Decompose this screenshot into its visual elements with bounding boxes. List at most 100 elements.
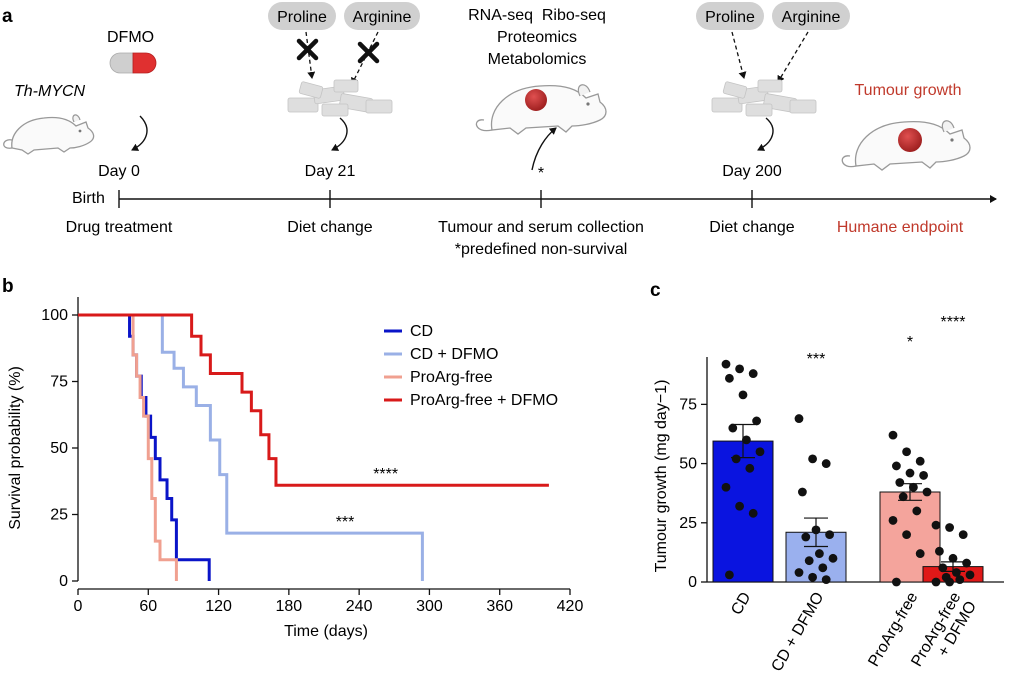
omics-label-3: Metabolomics: [488, 51, 587, 68]
data-point: [952, 568, 961, 577]
data-point: [919, 471, 928, 480]
bar-ylabel: Tumour growth (mg day−1): [653, 380, 670, 573]
bar-significance-label: ****: [941, 314, 966, 331]
km-legend-label: CD: [410, 323, 433, 340]
data-point: [821, 459, 831, 468]
data-point: [945, 577, 954, 587]
outcome-label: Tumour growth: [855, 82, 962, 99]
data-point: [915, 456, 925, 466]
data-point: [815, 549, 824, 558]
svg-text:Arginine: Arginine: [782, 9, 841, 26]
arrow-diet-to-day200: [757, 117, 774, 151]
bar-significance: ********: [807, 314, 966, 368]
data-point: [945, 523, 954, 532]
km-ylabel: Survival probability (%): [7, 366, 24, 530]
km-series-group: [78, 313, 549, 581]
data-point: [794, 414, 804, 423]
data-point: [728, 423, 738, 433]
event-drug-treatment: Drug treatment: [66, 219, 173, 236]
data-point: [808, 454, 817, 464]
data-point: [755, 447, 765, 457]
data-point: [905, 468, 915, 478]
bar-y-tick-label: 0: [688, 574, 697, 591]
km-y-tick-label: 100: [41, 307, 68, 324]
data-point: [735, 501, 744, 511]
panel-letter-b: b: [2, 276, 14, 297]
bar-significance-label: *: [907, 334, 913, 351]
data-point: [948, 553, 958, 563]
nutrient-bubble-arginine-2: Arginine: [772, 2, 850, 30]
data-point: [752, 416, 761, 426]
data-point: [818, 563, 828, 573]
km-axes: 0 25 50 75 100 0 60 120 180 240 300 360 420: [41, 297, 583, 615]
data-point: [912, 506, 922, 516]
km-significance-label: ****: [373, 466, 398, 483]
data-point: [962, 558, 971, 568]
km-legend: CD CD + DFMO ProArg-free ProArg-free + DFMO: [384, 323, 558, 409]
event-humane-endpoint: Humane endpoint: [837, 219, 964, 236]
km-y-tick-label: 25: [50, 507, 68, 524]
data-point: [731, 454, 741, 464]
km-x-tick-label: 240: [346, 598, 373, 615]
data-point: [735, 364, 744, 374]
data-point: [909, 482, 918, 492]
data-point: [931, 520, 941, 530]
timepoint-day0: Day 0: [98, 163, 140, 180]
data-point: [745, 463, 755, 473]
km-series-line-0: [78, 313, 211, 581]
data-point: [922, 487, 932, 497]
data-point: [721, 359, 731, 369]
timepoint-day200: Day 200: [722, 163, 782, 180]
food-pellets-icon: [711, 79, 817, 117]
data-point: [892, 577, 901, 587]
mouse-label: Th-MYCN: [14, 83, 86, 100]
bar-y-tick-label: 50: [679, 456, 697, 473]
bar-0: [712, 440, 774, 583]
km-series-line-3: [78, 313, 549, 487]
dashed-arrow-arginine-2: [777, 31, 809, 83]
food-pellets-icon: [287, 79, 393, 117]
bar-points: [721, 359, 975, 587]
cross-icon: [357, 41, 380, 64]
km-annotations: *******: [336, 466, 398, 531]
data-point: [895, 478, 905, 487]
bar-x-label: ProArg-free+ DFMO: [908, 589, 980, 669]
km-x-tick-label: 300: [416, 598, 443, 615]
data-point: [915, 549, 925, 558]
birth-label: Birth: [72, 190, 105, 207]
km-significance-label: ***: [336, 514, 355, 531]
data-point: [935, 546, 944, 556]
data-point: [748, 508, 758, 518]
bar-bars: [712, 423, 984, 583]
data-point: [742, 435, 751, 445]
data-point: [888, 430, 898, 440]
panel-letter-c: c: [650, 280, 661, 301]
timeline-ticks: [118, 190, 753, 208]
data-point: [958, 530, 968, 540]
nutrient-bubble-proline-2: Proline: [696, 2, 764, 30]
km-x-tick-label: 420: [557, 598, 584, 615]
bar-x-label-line: CD: [728, 590, 754, 619]
svg-text:Proline: Proline: [277, 9, 327, 26]
panel-letter-a: a: [2, 6, 13, 27]
data-point: [888, 516, 898, 525]
km-x-tick-label: 180: [276, 598, 303, 615]
data-point: [902, 447, 911, 457]
dashed-arrow-proline-1: [305, 31, 316, 79]
km-x-tick-label: 60: [139, 598, 157, 615]
timepoint-day21: Day 21: [305, 163, 356, 180]
data-point: [825, 530, 834, 540]
km-legend-label: ProArg-free: [410, 369, 493, 386]
data-point: [892, 461, 901, 471]
pill-icon: [109, 52, 157, 74]
arrow-collection: [531, 127, 557, 171]
data-point: [725, 373, 734, 383]
km-y-tick-label: 0: [59, 573, 68, 590]
event-collection: Tumour and serum collection: [438, 219, 644, 236]
panel-b: b Survival probability (%) Time (days) 0…: [2, 276, 583, 640]
data-point: [798, 487, 807, 497]
arrow-diet-to-day21: [331, 117, 348, 151]
km-series-line-1: [78, 313, 424, 581]
